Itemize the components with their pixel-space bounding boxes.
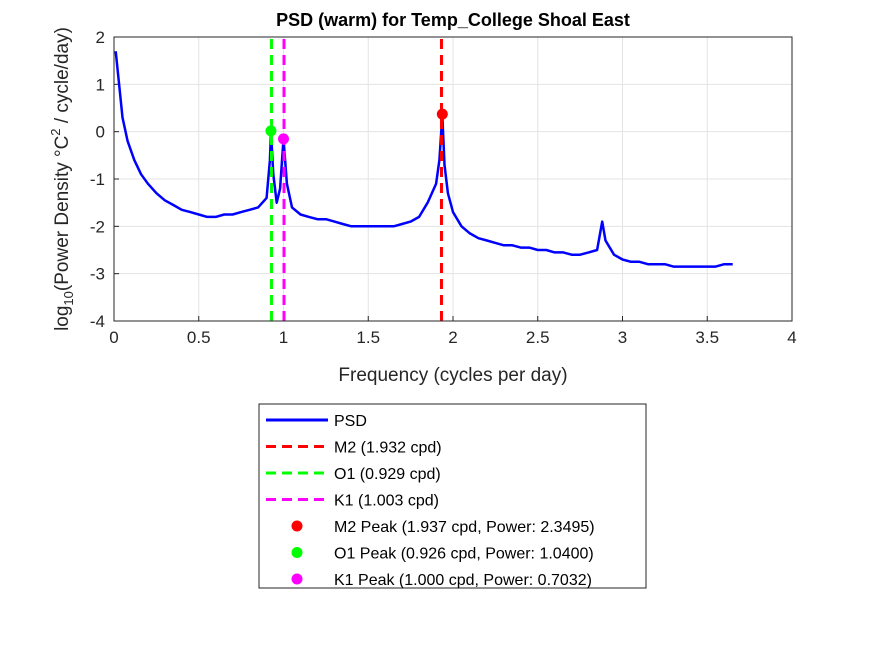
y-tick-label: 2 <box>96 28 105 47</box>
legend-label-k1-peak: K1 Peak (1.000 cpd, Power: 0.7032) <box>334 572 592 589</box>
x-tick-label: 2 <box>448 328 457 347</box>
y-label-subscript: 10 <box>61 291 76 305</box>
y-label-superscript: 2 <box>48 128 63 135</box>
x-tick-label: 3.5 <box>695 328 719 347</box>
x-tick-label: 1 <box>279 328 288 347</box>
legend-label-m2: M2 (1.932 cpd) <box>334 440 442 457</box>
psd-series-line <box>114 51 733 268</box>
legend-box <box>258 403 647 589</box>
y-axis-label: log10(Power Density °C2 / cycle/day) <box>48 27 76 331</box>
y-tick-label: -1 <box>90 170 105 189</box>
legend-label-m2-peak: M2 Peak (1.937 cpd, Power: 2.3495) <box>334 519 595 536</box>
peak-marker-o1 <box>265 125 277 137</box>
x-tick-label: 3 <box>618 328 627 347</box>
peak-marker-m2 <box>436 108 448 120</box>
x-tick-label: 0.5 <box>187 328 211 347</box>
x-axis-label: Frequency (cycles per day) <box>338 365 567 386</box>
y-tick-label: 1 <box>96 75 105 94</box>
peak-marker-k1 <box>278 133 289 145</box>
legend: PSD M2 (1.932 cpd) O1 (0.929 cpd) K1 (1.003… <box>258 403 647 589</box>
y-tick-label: -2 <box>90 217 105 236</box>
legend-label-o1-peak: O1 Peak (0.926 cpd, Power: 1.0400) <box>334 546 594 563</box>
legend-label-k1: K1 (1.003 cpd) <box>334 493 439 510</box>
legend-swatch-m2-peak <box>291 520 303 532</box>
x-tick-label: 4 <box>787 328 796 347</box>
y-axis-ticks: -4 -3 -2 -1 0 1 2 <box>90 28 119 331</box>
legend-label-o1: O1 (0.929 cpd) <box>334 466 441 483</box>
chart-title: PSD (warm) for Temp_College Shoal East <box>276 10 630 30</box>
series-layer <box>114 37 733 321</box>
plot-frame <box>113 36 793 322</box>
y-label-log: log <box>52 306 73 331</box>
legend-swatch-o1-peak <box>291 547 303 558</box>
y-tick-label: -4 <box>90 312 105 331</box>
legend-label-psd: PSD <box>334 413 367 430</box>
x-tick-label: 2.5 <box>526 328 550 347</box>
x-tick-label: 1.5 <box>356 328 380 347</box>
y-tick-label: -3 <box>90 265 105 284</box>
y-label-main: (Power Density °C <box>52 136 73 291</box>
y-tick-label: 0 <box>96 123 105 142</box>
y-label-tail: / cycle/day) <box>52 27 73 128</box>
legend-swatch-k1-peak <box>291 573 303 585</box>
x-tick-label: 0 <box>109 328 118 347</box>
